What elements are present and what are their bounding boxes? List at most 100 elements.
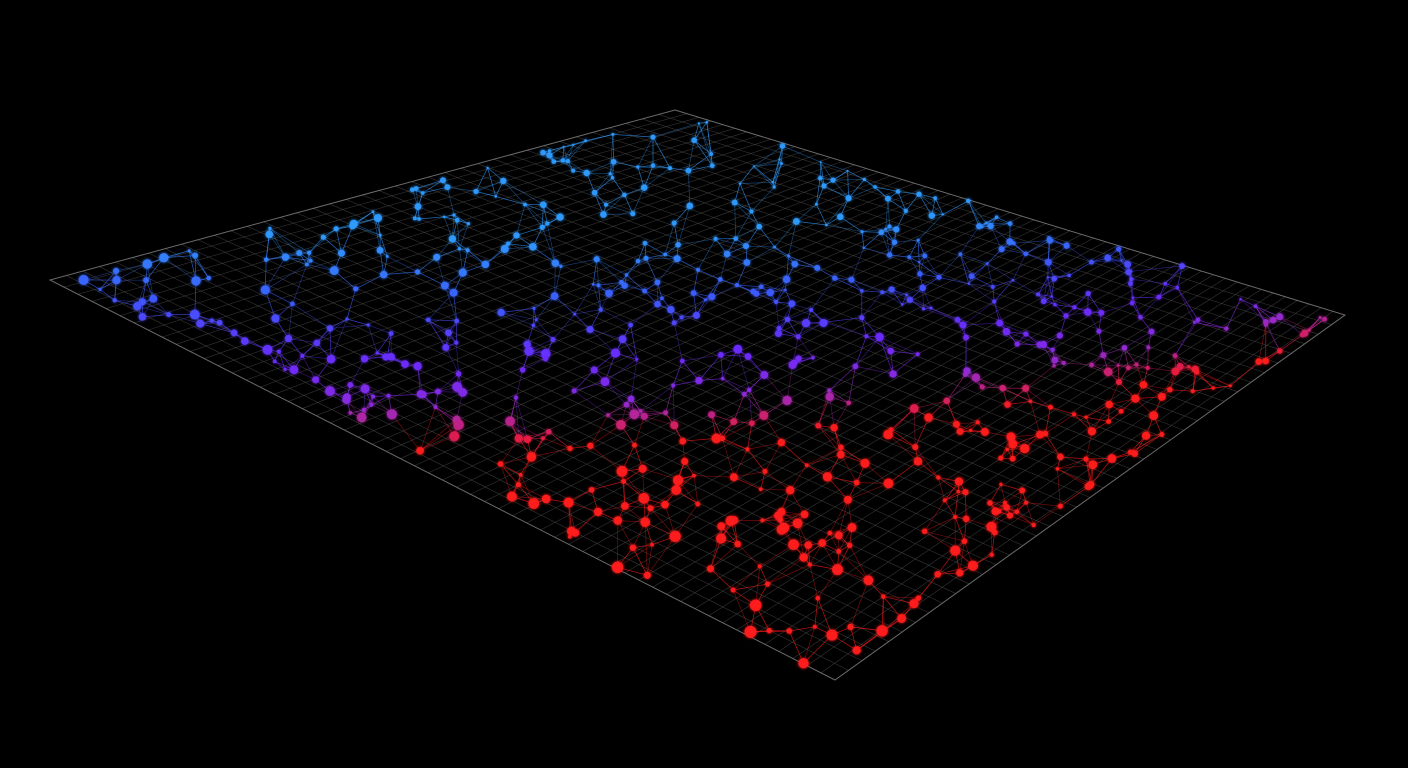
- network-edge: [672, 360, 683, 386]
- network-edge: [786, 364, 793, 401]
- network-edge: [436, 238, 453, 258]
- network-node: [1024, 500, 1029, 505]
- network-edge: [688, 153, 712, 171]
- network-node: [864, 334, 869, 339]
- network-node: [992, 299, 997, 304]
- network-edge: [604, 381, 627, 405]
- network-node: [708, 293, 716, 301]
- network-node: [1002, 327, 1011, 336]
- network-node: [326, 325, 334, 332]
- network-edge: [693, 121, 708, 141]
- network-edge: [1135, 396, 1162, 399]
- network-edge: [515, 397, 520, 439]
- network-node: [743, 259, 751, 266]
- network-edge: [759, 566, 768, 585]
- network-edge: [817, 425, 842, 448]
- network-edge: [264, 289, 276, 319]
- network-edge: [417, 257, 437, 273]
- network-node: [792, 518, 803, 529]
- network-node: [1175, 285, 1180, 290]
- network-node: [621, 478, 627, 484]
- network-edge: [1196, 371, 1214, 389]
- network-edge: [626, 260, 639, 276]
- network-edge: [824, 317, 862, 323]
- network-edge: [697, 238, 716, 270]
- network-edge: [657, 258, 678, 283]
- network-edge: [419, 406, 436, 451]
- network-edge: [200, 323, 235, 334]
- network-node: [720, 376, 725, 381]
- network-edge: [435, 406, 457, 421]
- network-edge: [772, 163, 782, 183]
- network-edge: [1045, 407, 1051, 434]
- network-node: [524, 346, 534, 356]
- network-edge: [986, 216, 997, 224]
- network-node: [913, 457, 923, 466]
- network-edge: [622, 338, 638, 360]
- network-edge: [956, 421, 978, 425]
- network-node: [342, 395, 351, 405]
- network-edge: [274, 361, 286, 370]
- network-edge: [890, 429, 916, 448]
- network-node: [466, 222, 471, 226]
- network-edge: [832, 179, 849, 199]
- network-node: [1194, 369, 1200, 375]
- network-node: [1146, 345, 1151, 350]
- network-node: [457, 247, 462, 251]
- grid-line: [559, 141, 1252, 383]
- network-edge: [99, 270, 117, 290]
- grid-line: [214, 234, 970, 585]
- network-node: [1172, 353, 1178, 358]
- network-edge: [711, 414, 734, 423]
- network-edge: [885, 228, 890, 256]
- network-edge: [353, 217, 379, 225]
- network-edge: [944, 491, 966, 501]
- network-node: [611, 132, 615, 136]
- network-edge: [417, 366, 421, 395]
- network-edge: [682, 438, 717, 442]
- network-edge: [485, 248, 506, 265]
- network-edge: [417, 366, 424, 395]
- network-edge: [917, 214, 944, 241]
- network-node: [600, 377, 610, 387]
- network-edge: [1309, 317, 1321, 331]
- network-edge: [1258, 324, 1267, 362]
- network-edge: [1009, 515, 1034, 526]
- network-edge: [861, 317, 880, 338]
- network-edge: [905, 193, 920, 212]
- network-edge: [774, 246, 789, 257]
- network-edge: [114, 299, 143, 303]
- network-edge: [428, 319, 457, 322]
- network-edge: [264, 259, 267, 290]
- network-edge: [861, 231, 865, 248]
- network-edge: [722, 437, 748, 450]
- network-edge: [693, 121, 708, 141]
- network-edge: [1047, 277, 1053, 297]
- network-node: [1192, 320, 1196, 324]
- network-edge: [265, 234, 270, 260]
- network-edge: [674, 315, 697, 324]
- network-edge: [887, 434, 919, 462]
- network-edge: [937, 572, 960, 575]
- network-edge: [83, 270, 117, 281]
- grid-line: [526, 149, 1225, 402]
- network-edge: [613, 161, 638, 168]
- network-edge: [722, 378, 745, 395]
- network-node: [758, 284, 764, 290]
- network-edge: [698, 378, 723, 381]
- network-edge: [617, 520, 634, 548]
- network-node: [962, 515, 970, 523]
- network-edge: [142, 280, 147, 302]
- network-node: [827, 530, 833, 536]
- network-node: [915, 352, 920, 357]
- network-edge: [188, 250, 197, 281]
- network-edge: [711, 414, 723, 439]
- network-edge: [596, 258, 627, 276]
- network-edge: [918, 193, 936, 199]
- network-edge: [751, 186, 775, 212]
- network-edge: [840, 216, 863, 232]
- network-edge: [417, 366, 421, 395]
- network-node: [1063, 313, 1069, 319]
- network-edge: [697, 269, 721, 280]
- perspective-grid: [48, 109, 1347, 681]
